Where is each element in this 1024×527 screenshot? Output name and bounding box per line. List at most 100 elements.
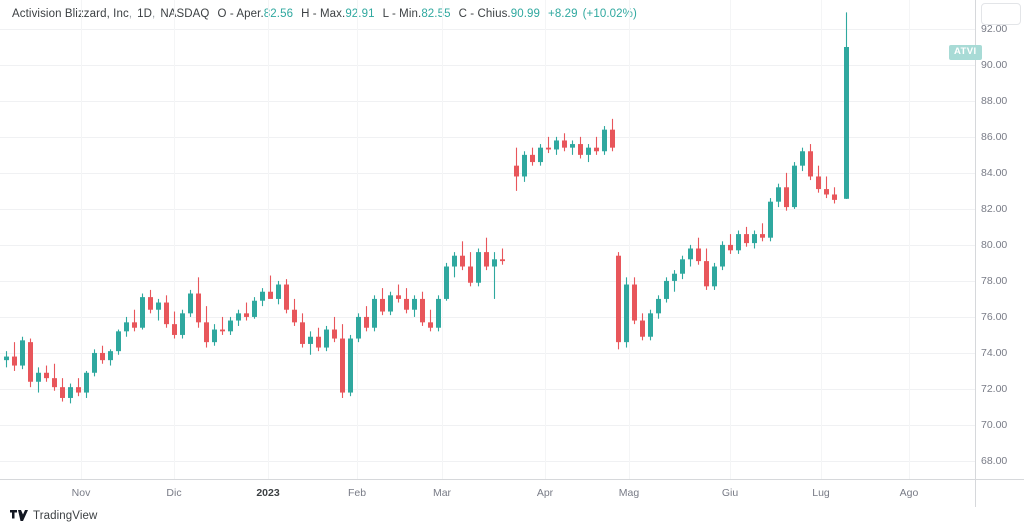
- candle-body: [140, 297, 145, 328]
- tradingview-logo[interactable]: TradingView: [10, 510, 97, 522]
- candle-body: [562, 140, 567, 148]
- candle-body: [538, 147, 543, 163]
- legend-low-label: L - Min.: [382, 8, 422, 20]
- candle-body: [220, 329, 225, 332]
- grid-line-horizontal: [0, 244, 975, 246]
- grid-lines: [0, 0, 975, 479]
- price-tick-label: 74.00: [981, 346, 1008, 359]
- time-tick-label: Giu: [721, 487, 739, 499]
- candle-body: [436, 298, 441, 328]
- candle-body: [586, 147, 591, 155]
- time-tick-label: Feb: [347, 487, 367, 499]
- candle-body: [228, 320, 233, 332]
- candle-body: [28, 342, 33, 382]
- price-scale[interactable]: ATVI 92.00 90.00 88.00 86.00 84.00 82.00 80.00…: [949, 0, 1024, 479]
- grid-line-horizontal: [0, 389, 975, 390]
- candle-body: [20, 340, 25, 366]
- tradingview-wordmark: TradingView: [33, 510, 98, 522]
- candle-body: [554, 140, 559, 150]
- time-tick-label: Dic: [166, 487, 182, 499]
- grid-line-vertical: [174, 0, 175, 479]
- legend-high-value: 92.91: [345, 8, 375, 20]
- candle-body: [736, 234, 741, 251]
- candle-body: [164, 302, 169, 325]
- candle-body: [204, 322, 209, 343]
- candle-body: [156, 302, 161, 310]
- legend-close-label: C - Chius.: [458, 8, 511, 20]
- time-tick-label: Lug: [812, 487, 830, 499]
- candle-body: [92, 352, 97, 373]
- legend-change-percent: (+10.02%): [582, 8, 637, 20]
- candle-body: [76, 387, 81, 393]
- candle-body: [624, 284, 629, 343]
- candle-body: [484, 252, 489, 267]
- candle-body: [124, 322, 129, 332]
- candle-body: [570, 144, 575, 148]
- candle-body: [530, 154, 535, 163]
- candle-body: [300, 322, 305, 344]
- candle-body: [332, 329, 337, 339]
- grid-line-vertical: [81, 0, 82, 479]
- legend-symbol[interactable]: Activision Blizzard, Inc: [12, 8, 129, 20]
- candle-body: [236, 313, 241, 321]
- candle-body: [768, 201, 773, 238]
- grid-line-vertical: [442, 0, 443, 479]
- candle-body: [808, 151, 813, 177]
- candle-body: [68, 387, 73, 398]
- candle-body: [380, 298, 385, 312]
- legend-close-value: 90.99: [510, 8, 540, 20]
- candle-body: [412, 298, 417, 310]
- candle-body: [844, 47, 849, 199]
- candle-body: [244, 313, 249, 317]
- grid-line-horizontal: [0, 425, 975, 426]
- candle-body: [324, 329, 329, 348]
- candle-body: [752, 234, 757, 244]
- legend-high-label: H - Max.: [301, 8, 346, 20]
- price-tick-label: 68.00: [981, 455, 1008, 467]
- time-scale[interactable]: Nov Dic 2023 Feb Mar Apr Mag Giu Lug Ago: [0, 479, 1024, 507]
- candle-body: [260, 291, 265, 301]
- grid-line-horizontal: [0, 352, 975, 354]
- legend-low-value: 82.55: [421, 8, 451, 20]
- legend-interval[interactable]: 1D: [137, 8, 153, 20]
- candle-body: [340, 338, 345, 393]
- time-scale-separator: [975, 480, 976, 507]
- candle-body: [728, 244, 733, 251]
- grid-line-horizontal: [0, 280, 975, 282]
- grid-line-vertical: [629, 0, 630, 479]
- candle-body: [704, 261, 709, 287]
- legend-exchange: NASDAQ: [160, 8, 210, 20]
- candle-body: [148, 297, 153, 310]
- candle-body: [84, 372, 89, 393]
- price-tick-label: 78.00: [981, 274, 1008, 287]
- chart-plot-area[interactable]: [0, 0, 975, 479]
- candle-body: [616, 255, 621, 343]
- candle-body: [640, 320, 645, 337]
- price-tick-label: 88.00: [981, 94, 1008, 107]
- time-tick-label: Mar: [432, 487, 452, 499]
- candle-body: [356, 316, 361, 339]
- candle-body: [196, 293, 201, 323]
- candle-body: [132, 322, 137, 328]
- candle-body: [776, 187, 781, 202]
- candle-body: [792, 165, 797, 208]
- candle-body: [100, 352, 105, 361]
- candle-body: [284, 284, 289, 310]
- candle-body: [180, 313, 185, 335]
- candle-body: [800, 151, 805, 166]
- price-scale-top-box: [981, 3, 1021, 25]
- price-tick-label: 76.00: [981, 310, 1008, 323]
- grid-line-horizontal: [0, 316, 975, 318]
- legend-open-value: 82.56: [263, 8, 294, 20]
- candle-body: [594, 147, 599, 152]
- grid-line-vertical: [909, 0, 910, 479]
- candle-body: [632, 284, 637, 321]
- candle-body: [784, 187, 789, 208]
- grid-line-horizontal: [0, 461, 975, 462]
- candle-body: [696, 248, 701, 262]
- chart-legend: Activision Blizzard, Inc, 1D, NASDAQ O - Ap…: [12, 8, 637, 20]
- candle-body: [388, 295, 393, 312]
- candle-body: [816, 176, 821, 190]
- candlestick-series: [4, 12, 849, 404]
- candle-body: [500, 259, 505, 262]
